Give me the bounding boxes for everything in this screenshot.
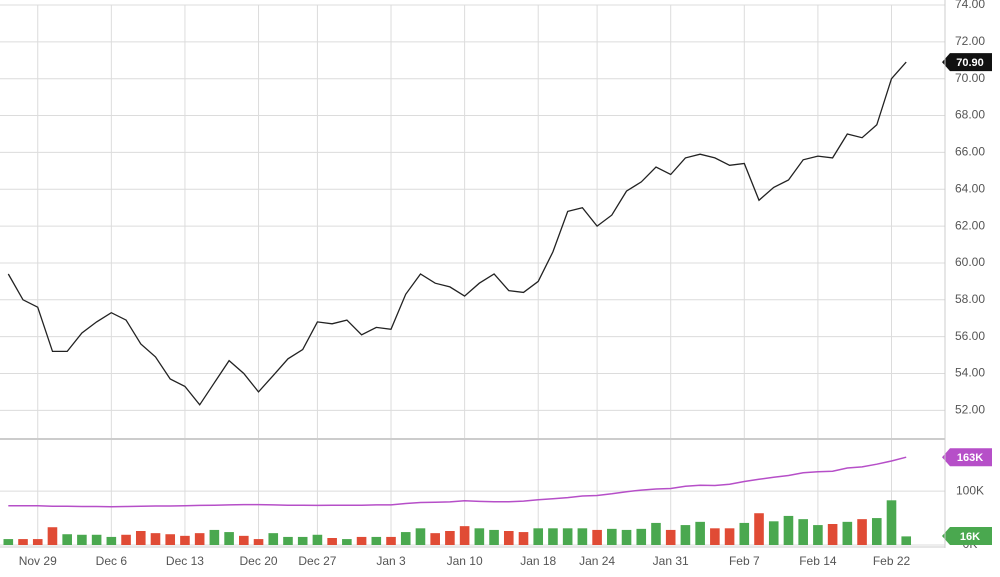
volume-bar bbox=[592, 529, 602, 545]
y-tick-label: 68.00 bbox=[955, 108, 985, 122]
volume-bar bbox=[695, 521, 705, 545]
volume-bar bbox=[842, 521, 853, 545]
volume-bar bbox=[356, 536, 367, 545]
volume-bar bbox=[665, 529, 676, 545]
volume-bar bbox=[283, 536, 293, 545]
volume-bar bbox=[562, 528, 573, 545]
x-tick-label: Jan 18 bbox=[520, 554, 556, 568]
volume-bar bbox=[62, 534, 72, 545]
y-tick-label: 52.00 bbox=[955, 403, 985, 417]
volume-bar bbox=[121, 534, 131, 545]
volume-bar bbox=[724, 528, 735, 545]
volume-bar bbox=[886, 500, 897, 545]
volume-bar bbox=[297, 536, 308, 545]
y-tick-label: 74.00 bbox=[955, 0, 985, 11]
average-label: 163K bbox=[957, 452, 983, 464]
volume-bar bbox=[194, 533, 205, 545]
volume-bar bbox=[327, 538, 337, 545]
grid-group bbox=[37, 5, 892, 545]
y-tick-label: 56.00 bbox=[955, 329, 985, 343]
y-tick-label: 64.00 bbox=[955, 181, 985, 195]
y-tick-label: 70.00 bbox=[955, 71, 985, 85]
volume-bar bbox=[768, 521, 779, 545]
volume-bar bbox=[150, 533, 161, 545]
volume-bar bbox=[91, 534, 102, 545]
y-tick-label: 66.00 bbox=[955, 145, 985, 159]
volume-label: 16K bbox=[960, 531, 980, 543]
x-tick-label: Dec 27 bbox=[298, 554, 336, 568]
x-tick-label: Feb 22 bbox=[873, 554, 911, 568]
x-tick-label: Jan 10 bbox=[447, 554, 483, 568]
y-tick-label: 60.00 bbox=[955, 255, 985, 269]
volume-bar bbox=[430, 533, 440, 545]
volume-bar bbox=[783, 515, 794, 545]
volume-bar bbox=[548, 528, 558, 545]
volume-bar bbox=[798, 519, 808, 545]
volume-bar bbox=[3, 539, 14, 545]
volume-bar bbox=[400, 532, 411, 545]
volume-bar bbox=[415, 528, 426, 545]
x-tick-label: Dec 13 bbox=[166, 554, 204, 568]
y-tick-label: 72.00 bbox=[955, 34, 985, 48]
volume-bar bbox=[342, 539, 352, 545]
volume-bar bbox=[253, 539, 264, 545]
volume-bar bbox=[386, 536, 396, 545]
volume-bar bbox=[47, 527, 58, 545]
volume-bar bbox=[710, 528, 720, 545]
x-tick-label: Feb 7 bbox=[729, 554, 760, 568]
volume-bar bbox=[32, 539, 43, 545]
volume-bar bbox=[180, 535, 190, 545]
volume-bar bbox=[503, 531, 514, 545]
volume-bar bbox=[239, 535, 249, 545]
volume-bar bbox=[871, 518, 882, 545]
volume-bar bbox=[901, 536, 912, 545]
volume-bar bbox=[474, 528, 485, 545]
volume-bar bbox=[739, 522, 750, 545]
volume-bar bbox=[268, 533, 279, 545]
volume-bar bbox=[209, 529, 220, 545]
volume-bar bbox=[813, 525, 823, 545]
volume-bar bbox=[533, 528, 544, 545]
volume-bar bbox=[577, 528, 588, 545]
x-tick-label: Dec 6 bbox=[96, 554, 128, 568]
volume-bar bbox=[857, 519, 867, 545]
y-tick-label: 54.00 bbox=[955, 366, 985, 380]
x-tick-label: Jan 24 bbox=[579, 554, 615, 568]
x-tick-label: Dec 20 bbox=[240, 554, 278, 568]
y-tick-label: 100K bbox=[956, 483, 984, 497]
volume-bar bbox=[77, 534, 87, 545]
x-tick-label: Feb 14 bbox=[799, 554, 837, 568]
volume-bar bbox=[459, 526, 470, 545]
volume-bar bbox=[651, 522, 661, 545]
x-tick-label: Jan 3 bbox=[376, 554, 406, 568]
volume-bar bbox=[489, 529, 499, 545]
price-badge bbox=[942, 53, 992, 72]
volume-bar bbox=[754, 513, 764, 545]
price-label: 70.90 bbox=[956, 57, 984, 69]
average-line bbox=[8, 456, 907, 508]
average-badge bbox=[942, 448, 992, 467]
volume-bar bbox=[106, 536, 117, 545]
volume-bar bbox=[312, 534, 323, 545]
volume-bar bbox=[607, 528, 617, 545]
x-tick-label: Nov 29 bbox=[19, 554, 57, 568]
volume-bar bbox=[680, 525, 691, 545]
volume-bar bbox=[371, 536, 382, 545]
volume-bar bbox=[135, 531, 146, 545]
y-tick-label: 62.00 bbox=[955, 218, 985, 232]
volume-bar bbox=[165, 534, 176, 545]
volume-bar bbox=[621, 529, 632, 545]
volume-bar bbox=[636, 528, 647, 545]
volume-bar bbox=[18, 539, 28, 545]
volume-bar bbox=[445, 531, 455, 545]
volume-bar bbox=[224, 532, 234, 545]
y-tick-label: 58.00 bbox=[955, 292, 985, 306]
price-line bbox=[7, 61, 907, 406]
volume-bar bbox=[827, 524, 838, 545]
volume-badge bbox=[942, 527, 992, 545]
volume-bar bbox=[518, 532, 529, 545]
x-tick-label: Jan 31 bbox=[653, 554, 689, 568]
